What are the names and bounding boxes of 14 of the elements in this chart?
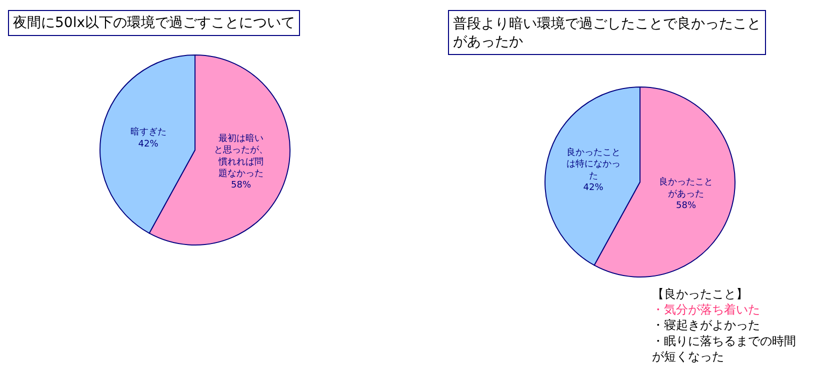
data-label: 42% [583,183,604,194]
data-label: 58% [676,201,696,212]
slice-label: 最初は暗いと思ったが、慣れれば問題なかった [214,132,268,180]
data-label: 42% [138,139,159,150]
slice-label: 良かったことは特になかった [566,146,620,182]
chart-title: 普段より暗い環境で過ごしたことで良かったことがあったか [453,15,761,50]
text: ・気分が落ち着いた [652,302,760,317]
slice-label: 良かったことがあった [659,176,714,200]
text: ・眠りに落ちるまでの時間が短くなった [652,334,796,364]
chart-title: 夜間に50lx以下の環境で過ごすことについて [13,15,295,31]
data-label: 58% [231,180,252,191]
text: ・寝起きがよかった [652,318,760,332]
slice-label: 暗すぎた [130,126,166,138]
text: 【良かったこと】 [652,287,748,301]
